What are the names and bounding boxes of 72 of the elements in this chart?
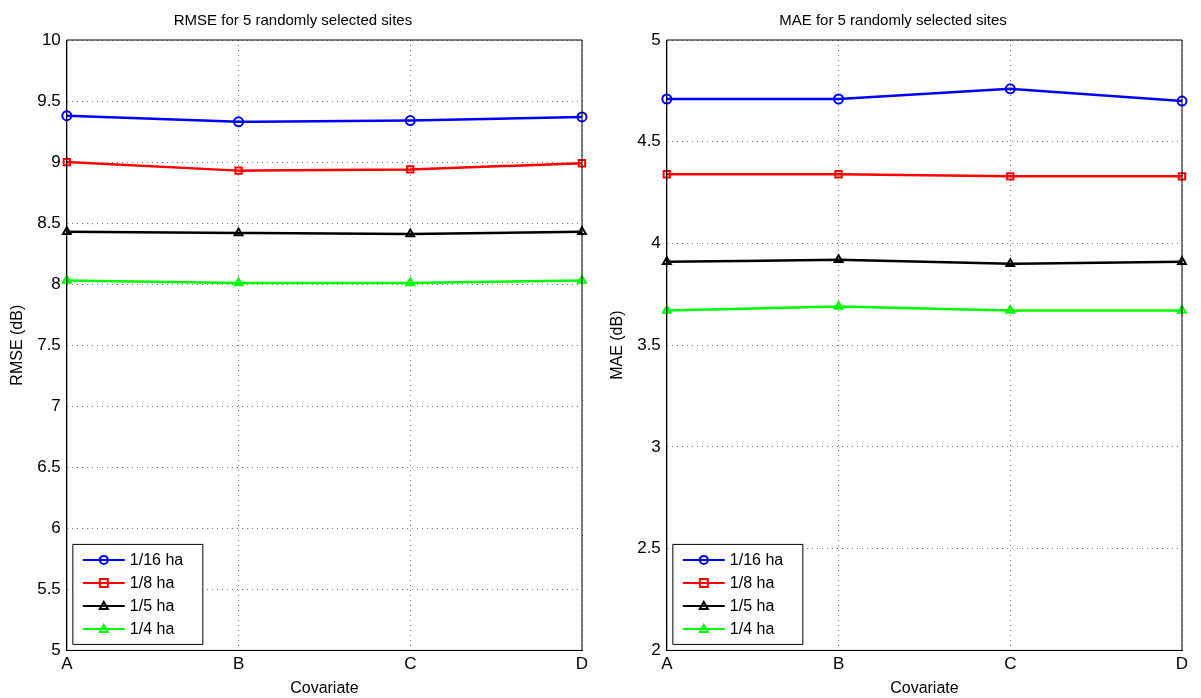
legend-label: 1/16 ha — [729, 551, 784, 569]
x-tick-label: A — [661, 654, 674, 674]
point — [405, 228, 416, 238]
point — [1005, 258, 1016, 268]
point — [1176, 95, 1188, 107]
point — [234, 166, 243, 175]
point — [833, 301, 844, 310]
point — [577, 159, 587, 168]
y-tick-label: 5.5 — [37, 579, 61, 599]
y-tick-label: 8.5 — [37, 212, 61, 232]
y-tick-label: 3.5 — [637, 334, 661, 354]
point — [405, 277, 416, 287]
x-tick-label: C — [404, 654, 417, 674]
x-tick-label: D — [575, 654, 589, 674]
legend-label: 1/4 ha — [129, 620, 175, 638]
point — [833, 254, 844, 263]
legend-label: 1/8 ha — [729, 574, 775, 592]
y-tick-label: 9 — [51, 151, 61, 171]
y-tick-label: 6.5 — [37, 456, 61, 476]
y-tick-label: 2 — [651, 640, 661, 660]
y-axis-title: MAE (dB) — [608, 310, 626, 380]
point — [233, 227, 244, 237]
point — [61, 110, 73, 122]
legend-label: 1/5 ha — [129, 597, 175, 615]
legend-label: 1/5 ha — [729, 597, 775, 615]
point — [661, 256, 672, 266]
y-tick-label: 8 — [51, 273, 61, 293]
x-tick-label: D — [1175, 654, 1189, 674]
x-axis-title: Covariate — [890, 678, 959, 696]
y-tick-label: 9.5 — [37, 90, 61, 110]
y-tick-label: 7 — [51, 395, 61, 415]
y-tick-label: 4.5 — [637, 131, 661, 151]
point — [61, 275, 72, 284]
chart-title: RMSE for 5 randomly selected sites — [173, 11, 413, 29]
point — [61, 226, 72, 235]
x-tick-label: B — [832, 654, 845, 674]
point — [1004, 83, 1016, 95]
y-tick-label: 6 — [51, 518, 61, 538]
point — [661, 93, 673, 105]
legend-label: 1/8 ha — [129, 574, 175, 592]
x-tick-label: C — [1004, 654, 1017, 674]
y-axis-title: RMSE (dB) — [8, 304, 26, 386]
point — [233, 277, 244, 287]
y-tick-label: 5 — [51, 640, 61, 660]
point — [1005, 305, 1016, 314]
y-tick-label: 7.5 — [37, 334, 61, 354]
point — [1177, 172, 1187, 181]
legend-label: 1/4 ha — [729, 620, 775, 638]
legend-label: 1/16 ha — [129, 551, 184, 569]
point — [1177, 305, 1187, 314]
point — [577, 226, 587, 235]
y-tick-label: 3 — [651, 436, 661, 456]
y-tick-label: 2.5 — [637, 538, 661, 558]
x-axis-title: Covariate — [290, 678, 359, 696]
y-tick-label: 10 — [41, 29, 61, 49]
point — [662, 170, 672, 179]
x-tick-label: A — [61, 654, 74, 674]
point — [1006, 172, 1015, 181]
point — [233, 116, 245, 128]
point — [62, 157, 72, 167]
point — [404, 115, 416, 127]
point — [577, 275, 587, 284]
point — [661, 305, 672, 314]
y-tick-label: 5 — [651, 29, 661, 49]
y-tick-label: 4 — [651, 233, 661, 253]
x-tick-label: B — [232, 654, 245, 674]
chart-title: MAE for 5 randomly selected sites — [779, 11, 1007, 29]
point — [406, 165, 415, 174]
point — [576, 111, 588, 123]
point — [834, 170, 843, 179]
point — [833, 93, 845, 105]
point — [1177, 256, 1187, 266]
